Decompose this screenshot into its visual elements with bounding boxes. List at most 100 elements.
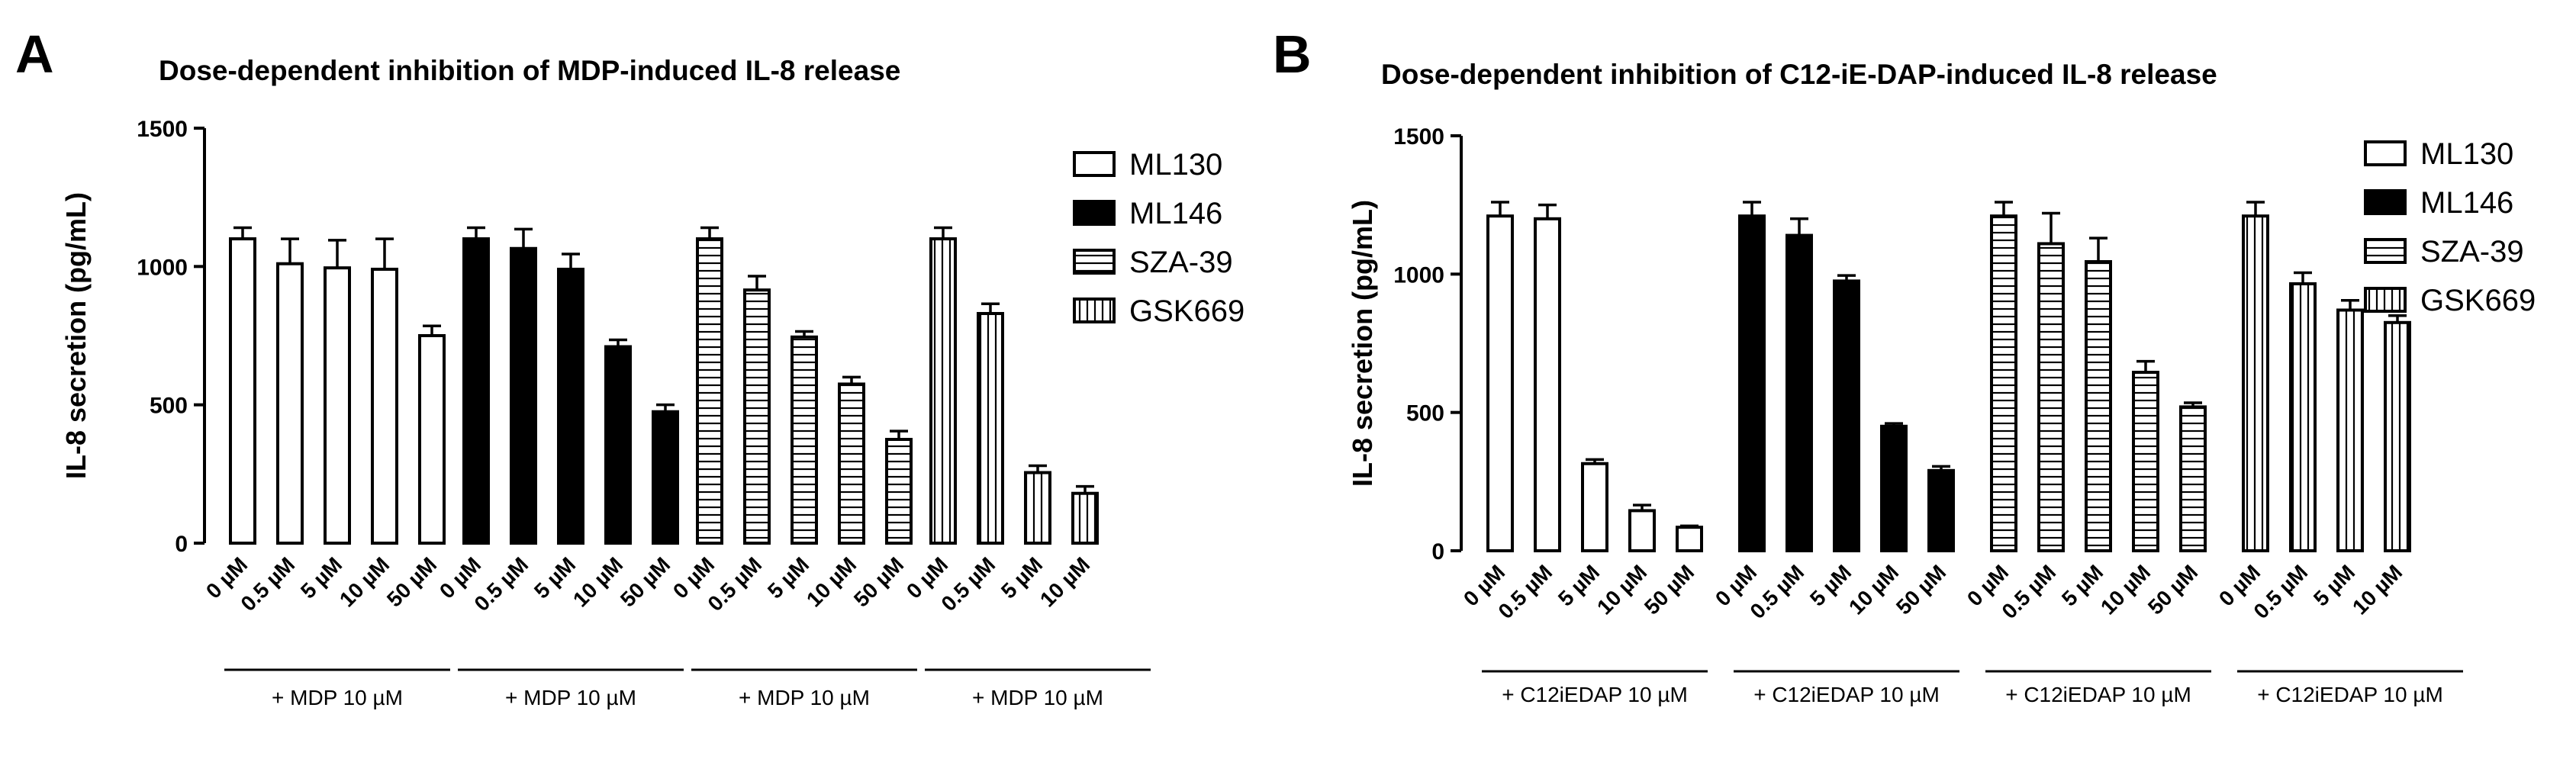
bar-sza-39-3 [2132,371,2159,552]
x-category-label: 0.5 µM [936,552,1000,616]
bar-ml146-0 [1738,214,1766,552]
bar-ml130-1 [276,262,304,545]
legend-swatch [2364,140,2407,166]
legend-label: GSK669 [1129,294,1245,328]
x-category-label: 50 µM [1640,560,1699,619]
group-label: + C12iEDAP 10 µM [2005,683,2191,706]
bar-ml130-4 [1676,526,1703,553]
y-tick-label: 1500 [1393,124,1444,150]
legend-swatch [2364,189,2407,215]
bar-ml130-2 [1581,462,1608,553]
x-category-label: 0.5 µM [1997,560,2060,623]
bar-gsk669-3 [2384,320,2411,552]
bar-ml146-4 [1927,468,1955,552]
bar-ml146-1 [510,246,537,545]
x-category-label: 50 µM [382,552,441,611]
panel-b-letter: B [1273,24,1312,84]
bar-sza-39-1 [743,288,771,545]
group-label: + MDP 10 µM [272,686,403,709]
y-tick-label: 1000 [1393,262,1444,288]
bar-ml130-3 [371,267,398,545]
x-category-label: 50 µM [1892,560,1950,619]
bar-sza-39-4 [2179,405,2207,552]
legend-swatch [1073,298,1116,323]
bar-ml146-2 [557,267,584,545]
bar-sza-39-2 [2085,260,2112,552]
legend-label: ML130 [1129,148,1222,182]
bar-gsk669-2 [1024,471,1051,545]
legend-label: GSK669 [2420,284,2536,317]
y-tick-label: 0 [1431,539,1444,565]
bar-ml146-4 [652,410,679,545]
x-category-label: 10 µM [335,552,394,611]
y-tick-label: 500 [150,394,188,419]
x-category-label: 10 µM [802,552,861,611]
group-label: + MDP 10 µM [739,686,870,709]
bar-gsk669-1 [2289,282,2317,552]
bar-ml130-1 [1534,217,1561,552]
legend-swatch [1073,249,1116,275]
panel-a-title: Dose-dependent inhibition of MDP-induced… [159,55,900,86]
bar-ml146-1 [1785,233,1813,552]
bar-ml130-0 [229,237,256,545]
y-tick-label: 1500 [137,117,188,142]
panel-b-title: Dose-dependent inhibition of C12-iE-DAP-… [1381,59,2217,90]
x-category-label: 0.5 µM [469,552,533,616]
bar-sza-39-3 [838,382,865,545]
group-label: + MDP 10 µM [505,686,636,709]
legend-swatch [2364,287,2407,313]
bar-gsk669-0 [2242,214,2269,552]
y-tick-label: 0 [175,532,188,557]
legend-label: SZA-39 [1129,246,1233,279]
legend-label: ML130 [2420,137,2513,171]
legend-swatch [1073,151,1116,177]
x-category-label: 10 µM [2096,560,2155,619]
legend-label: ML146 [1129,197,1222,230]
x-category-label: 10 µM [568,552,627,611]
bar-ml130-4 [418,334,446,545]
x-category-label: 50 µM [616,552,675,611]
legend-swatch [1073,200,1116,226]
legend-label: SZA-39 [2420,235,2524,269]
group-label: + C12iEDAP 10 µM [1753,683,1940,706]
x-category-label: 10 µM [1844,560,1903,619]
bar-ml146-3 [1880,424,1908,552]
y-axis-label: IL-8 secretion (pg/mL) [1347,200,1378,487]
legend-label: ML146 [2420,186,2513,220]
group-label: + C12iEDAP 10 µM [1502,683,1688,706]
x-category-label: 10 µM [2348,560,2407,619]
bar-sza-39-2 [791,335,818,545]
x-category-label: 50 µM [849,552,908,611]
panel-a-letter: A [15,24,54,84]
bar-ml146-3 [604,345,632,545]
x-category-label: 50 µM [2143,560,2202,619]
x-category-label: 0.5 µM [1745,560,1808,623]
x-category-label: 0.5 µM [236,552,299,616]
y-tick-label: 1000 [137,255,188,280]
bar-ml130-2 [324,266,351,545]
y-tick-label: 500 [1406,401,1444,426]
x-category-label: 0.5 µM [1493,560,1557,623]
group-label: + C12iEDAP 10 µM [2257,683,2443,706]
bar-ml146-0 [462,237,490,545]
bar-gsk669-2 [2336,308,2364,552]
bar-sza-39-0 [696,237,723,545]
x-category-label: 10 µM [1592,560,1651,619]
bar-gsk669-3 [1071,491,1099,545]
x-category-label: 0.5 µM [703,552,766,616]
x-category-label: 10 µM [1035,552,1094,611]
bar-ml130-3 [1628,509,1656,552]
legend-swatch [2364,238,2407,264]
bar-sza-39-1 [2037,242,2065,552]
bar-gsk669-0 [929,237,957,545]
y-axis-label: IL-8 secretion (pg/mL) [60,192,92,479]
x-category-label: 0.5 µM [2249,560,2312,623]
bar-ml130-0 [1486,214,1514,552]
bar-sza-39-4 [885,438,913,545]
bar-ml146-2 [1833,279,1860,552]
bar-sza-39-0 [1990,214,2017,552]
group-label: + MDP 10 µM [972,686,1103,709]
